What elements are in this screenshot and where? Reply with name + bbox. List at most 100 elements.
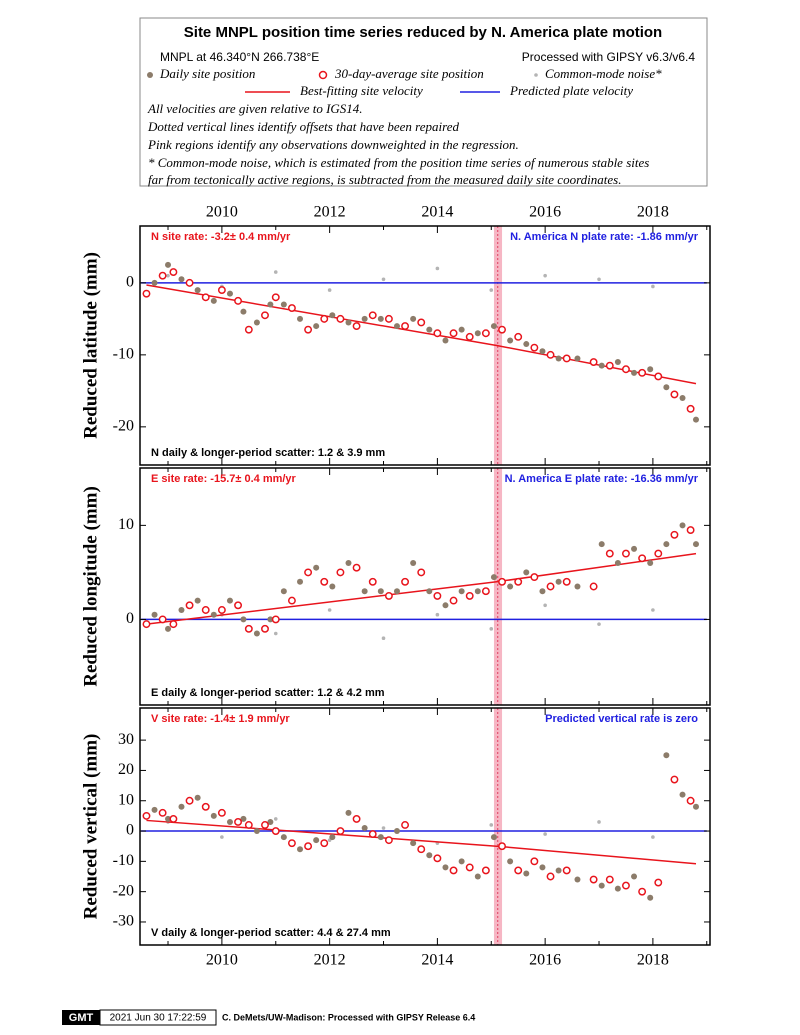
x-tick-label: 2010 <box>206 952 238 969</box>
daily-marker <box>692 416 699 423</box>
average-marker <box>336 568 345 577</box>
daily-marker <box>267 818 274 825</box>
y-axis-label: Reduced latitude (mm) <box>80 252 101 439</box>
daily-marker <box>663 541 670 548</box>
average-marker <box>368 311 377 320</box>
average-marker <box>271 615 280 624</box>
y-tick-label: 20 <box>118 761 134 778</box>
x-tick-label: 2012 <box>314 952 346 969</box>
average-marker <box>304 325 313 334</box>
y-tick-label: -30 <box>113 913 134 930</box>
daily-marker <box>539 588 546 595</box>
daily-marker <box>631 545 638 552</box>
average-marker <box>304 568 313 577</box>
average-marker <box>589 875 598 884</box>
y-tick-label: 10 <box>118 516 134 533</box>
average-marker <box>417 845 426 854</box>
average-marker <box>234 601 243 610</box>
daily-marker <box>345 809 352 816</box>
average-marker <box>234 818 243 826</box>
daily-marker <box>598 541 605 548</box>
average-marker <box>201 606 210 614</box>
noise-marker <box>327 288 332 292</box>
average-marker <box>142 620 151 629</box>
average-marker <box>449 866 458 875</box>
average-marker <box>449 596 458 605</box>
daily-marker <box>267 301 274 308</box>
y-tick-label: 0 <box>126 274 134 291</box>
daily-marker <box>240 308 247 315</box>
average-marker <box>320 577 329 586</box>
plate-label: N. America N plate rate: -1.86 mm/yr <box>510 231 699 243</box>
average-marker <box>320 839 329 848</box>
average-marker <box>546 582 555 591</box>
daily-marker <box>151 806 158 813</box>
daily-marker <box>474 873 481 880</box>
downweighted-region <box>493 708 503 945</box>
daily-marker <box>490 834 497 841</box>
average-marker <box>622 365 630 374</box>
daily-marker <box>194 597 201 604</box>
average-marker <box>244 821 253 829</box>
daily-marker <box>539 348 546 355</box>
average-marker <box>530 857 539 866</box>
plot-area <box>141 468 707 705</box>
scatter-label: N daily & longer-period scatter: 1.2 & 3… <box>151 447 385 459</box>
velocity-line <box>146 284 697 385</box>
noise-marker <box>327 608 332 612</box>
average-marker <box>638 554 647 563</box>
daily-marker <box>614 885 621 892</box>
noise-marker <box>651 608 655 612</box>
daily-marker <box>297 846 304 853</box>
average-marker <box>234 296 243 305</box>
average-marker <box>465 332 474 341</box>
daily-marker <box>598 882 605 889</box>
daily-marker <box>226 818 233 825</box>
plate-label: Predicted vertical rate is zero <box>545 713 698 725</box>
processing: Processed with GIPSY v6.3/v6.4 <box>522 50 696 64</box>
average-marker <box>605 361 614 370</box>
scatter-label: E daily & longer-period scatter: 1.2 & 4… <box>151 687 385 699</box>
noise-marker <box>597 820 601 824</box>
daily-marker <box>555 867 562 874</box>
average-marker <box>142 811 151 820</box>
average-marker <box>546 872 555 881</box>
y-tick-label: 0 <box>126 822 134 839</box>
daily-marker <box>210 611 217 618</box>
average-marker <box>217 808 226 817</box>
average-marker <box>433 854 442 863</box>
average-marker <box>287 304 296 313</box>
y-tick-label: -20 <box>113 882 134 899</box>
average-marker <box>562 354 571 363</box>
average-marker <box>654 878 663 887</box>
average-marker <box>622 549 630 558</box>
logo-box <box>62 1010 100 1025</box>
note: far from tectonically active regions, is… <box>148 172 621 187</box>
velocity-line <box>146 819 697 865</box>
average-marker <box>481 587 490 596</box>
daily-marker <box>598 362 605 369</box>
daily-marker <box>151 279 158 286</box>
noise-marker <box>651 835 655 839</box>
daily-marker <box>614 359 621 366</box>
noise-marker <box>381 636 386 641</box>
daily-marker <box>426 852 433 859</box>
average-marker <box>169 268 178 277</box>
average-marker <box>449 329 458 338</box>
daily-marker <box>647 366 654 373</box>
y-tick-label: 10 <box>118 791 134 808</box>
average-marker <box>481 329 490 338</box>
daily-marker <box>151 611 158 618</box>
daily-marker <box>426 588 433 595</box>
x-tick-label: 2012 <box>314 204 346 221</box>
noise-marker <box>273 817 278 821</box>
average-marker <box>352 814 361 823</box>
daily-marker <box>313 323 320 330</box>
average-marker <box>605 549 614 558</box>
noise-marker <box>543 603 547 608</box>
average-marker <box>201 293 210 302</box>
note: Dotted vertical lines identify offsets t… <box>147 119 459 134</box>
noise-marker <box>543 832 547 836</box>
average-marker <box>465 591 474 600</box>
downweighted-region <box>493 468 503 705</box>
